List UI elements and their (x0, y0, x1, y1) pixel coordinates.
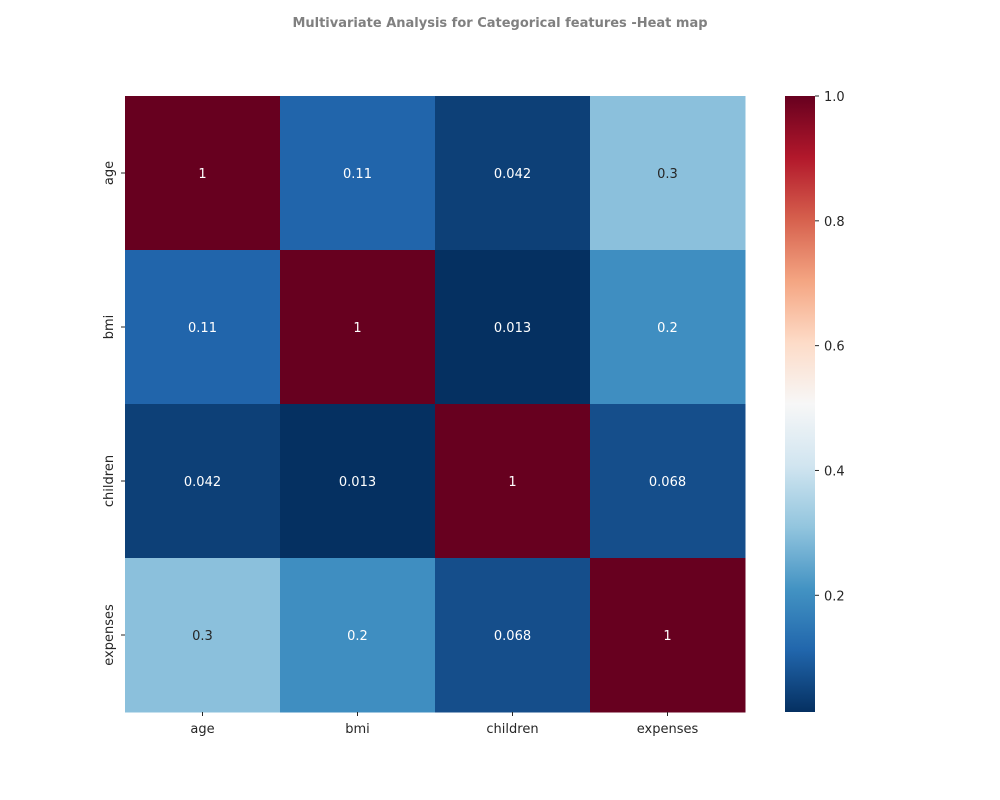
y-tick-label: bmi (102, 315, 117, 340)
cell-annotation: 1 (663, 629, 671, 644)
colorbar-gradient (785, 96, 815, 712)
heatmap-cell (590, 96, 746, 251)
y-tick-label: expenses (102, 604, 117, 666)
chart-title: Multivariate Analysis for Categorical fe… (292, 16, 707, 31)
y-axis: age bmi children expenses (102, 161, 125, 666)
heatmap-cell (590, 250, 746, 405)
heatmap-cell (435, 558, 591, 713)
y-tick-label: age (102, 161, 117, 185)
colorbar: 0.2 0.4 0.6 0.8 1.0 (785, 90, 845, 712)
colorbar-tick-label: 0.2 (824, 589, 845, 604)
cell-annotation: 0.013 (494, 321, 531, 336)
cell-annotation: 0.11 (188, 321, 217, 336)
cell-annotation: 0.2 (657, 321, 678, 336)
heatmap-cell (125, 250, 281, 405)
cell-annotation: 1 (353, 321, 361, 336)
heatmap-cell (590, 404, 746, 559)
cell-annotation: 0.11 (343, 167, 372, 182)
x-tick-label: age (190, 722, 214, 737)
heatmap-cell (280, 404, 436, 559)
heatmap-cell (435, 250, 591, 405)
cell-annotation: 1 (508, 475, 516, 490)
x-tick-label: bmi (345, 722, 370, 737)
colorbar-tick-label: 1.0 (824, 90, 845, 105)
heatmap-cells (125, 96, 746, 713)
x-tick-label: children (486, 722, 538, 737)
cell-annotation: 0.2 (347, 629, 368, 644)
heatmap-cell (435, 96, 591, 251)
colorbar-tick-label: 0.4 (824, 464, 845, 479)
heatmap-cell (280, 558, 436, 713)
heatmap-cell (280, 250, 436, 405)
heatmap-cell (590, 558, 746, 713)
cell-annotation: 0.042 (494, 167, 531, 182)
colorbar-tick-label: 0.6 (824, 340, 845, 355)
y-tick-label: children (102, 455, 117, 507)
cell-annotation: 0.068 (649, 475, 686, 490)
x-tick-label: expenses (637, 722, 699, 737)
heatmap-cell (125, 404, 281, 559)
heatmap-cell (435, 404, 591, 559)
cell-annotation: 0.068 (494, 629, 531, 644)
heatmap-cell (125, 96, 281, 251)
x-axis: age bmi children expenses (190, 712, 698, 737)
cell-annotations: 1 0.11 0.042 0.3 0.11 1 0.013 0.2 0.042 0.013 1 0.0… (184, 167, 686, 644)
cell-annotation: 0.3 (657, 167, 678, 182)
cell-annotation: 0.013 (339, 475, 376, 490)
cell-annotation: 0.3 (192, 629, 213, 644)
cell-annotation: 0.042 (184, 475, 221, 490)
colorbar-tick-label: 0.8 (824, 215, 845, 230)
cell-annotation: 1 (198, 167, 206, 182)
heatmap-cell (280, 96, 436, 251)
heatmap-cell (125, 558, 281, 713)
